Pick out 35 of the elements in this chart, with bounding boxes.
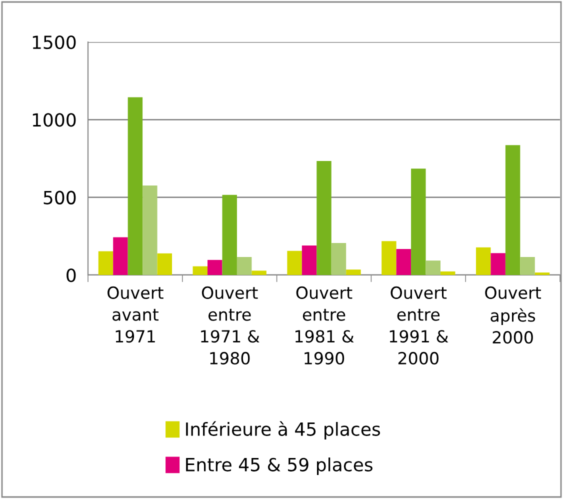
bar	[440, 271, 456, 275]
y-tick-label: 500	[44, 190, 76, 204]
legend-label: Inférieure à 45 places	[186, 421, 380, 440]
x-tick-label: Ouvert après 2000	[485, 286, 541, 344]
legend-label: Entre 45 & 59 places	[186, 458, 372, 475]
bar	[98, 251, 114, 275]
bar	[142, 186, 158, 275]
x-tick-label: Ouvert avant 1971	[108, 286, 164, 343]
bar	[208, 260, 222, 275]
bar	[157, 253, 172, 275]
bar	[316, 160, 332, 275]
bar	[476, 247, 491, 275]
bar	[346, 270, 361, 275]
bar	[287, 250, 302, 275]
bar	[252, 270, 266, 275]
bar	[236, 256, 252, 275]
bar	[192, 266, 208, 275]
bar	[490, 253, 506, 275]
x-tick-label: Ouvert entre 1991 & 2000	[390, 286, 448, 364]
bar	[382, 241, 396, 275]
bar	[520, 256, 535, 275]
bar	[302, 245, 317, 275]
bar	[331, 243, 346, 275]
y-tick-label: 0	[66, 268, 76, 282]
bar	[505, 145, 520, 275]
bar	[113, 237, 128, 275]
bar	[222, 194, 237, 275]
bar	[128, 97, 143, 275]
y-tick-label: 1500	[32, 35, 76, 50]
bar	[426, 260, 440, 275]
x-tick-label: Ouvert entre 1971 & 1980	[201, 286, 260, 364]
y-tick-label: 1000	[32, 113, 76, 127]
bar	[411, 168, 426, 275]
bar	[396, 249, 412, 275]
x-tick-label: Ouvert entre 1981 & 1990	[295, 286, 354, 364]
